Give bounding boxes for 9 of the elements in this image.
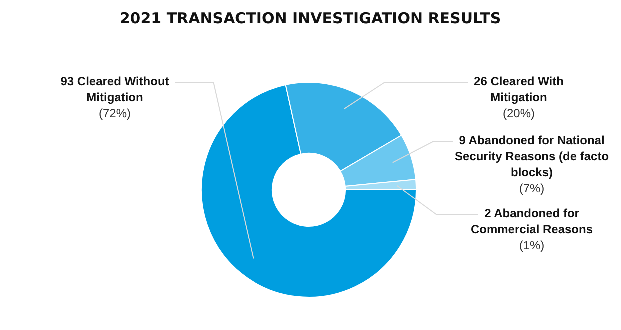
chart-title: 2021 TRANSACTION INVESTIGATION RESULTS bbox=[120, 9, 502, 28]
text: (7%) bbox=[519, 181, 545, 196]
slice-label: 2 Abandoned for Commercial Reasons bbox=[470, 206, 594, 236]
slice-label: 93 Cleared Without Mitigation bbox=[60, 74, 170, 104]
text: (72%) bbox=[98, 106, 132, 120]
text: (20%) bbox=[502, 106, 536, 120]
text: (1%) bbox=[519, 238, 545, 252]
slice-label: 9 Abandoned for National Security Reasons (de facto blocks) bbox=[454, 133, 610, 180]
slice-label: 26 Cleared With Mitigation bbox=[474, 74, 564, 104]
